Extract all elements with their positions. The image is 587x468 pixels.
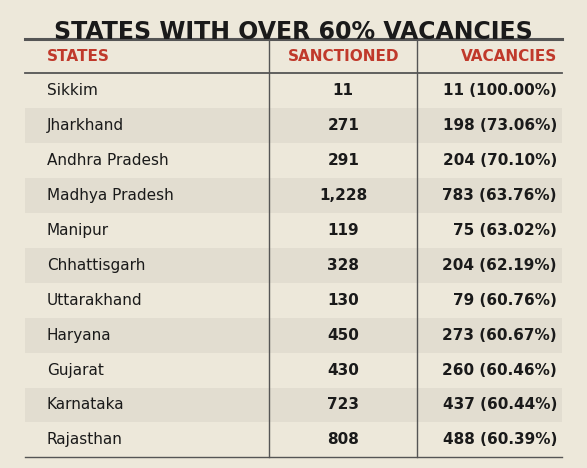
Bar	[25, 38, 562, 73]
Text: VACANCIES: VACANCIES	[461, 49, 557, 64]
Bar	[25, 423, 562, 457]
Text: 450: 450	[328, 328, 359, 343]
Text: 11: 11	[333, 83, 354, 98]
Text: SANCTIONED: SANCTIONED	[288, 49, 399, 64]
Text: 79 (60.76%): 79 (60.76%)	[453, 293, 557, 308]
Text: 204 (62.19%): 204 (62.19%)	[443, 258, 557, 273]
Text: STATES: STATES	[47, 49, 110, 64]
Text: 119: 119	[328, 223, 359, 238]
Text: Karnataka: Karnataka	[47, 397, 124, 412]
Bar	[25, 73, 562, 109]
Bar	[25, 318, 562, 352]
Text: 260 (60.46%): 260 (60.46%)	[442, 363, 557, 378]
Bar	[25, 388, 562, 423]
Text: 291: 291	[328, 153, 359, 168]
Text: Andhra Pradesh: Andhra Pradesh	[47, 153, 168, 168]
Text: 437 (60.44%): 437 (60.44%)	[443, 397, 557, 412]
Text: Jharkhand: Jharkhand	[47, 118, 124, 133]
Text: 808: 808	[328, 432, 359, 447]
Text: Sikkim: Sikkim	[47, 83, 98, 98]
Text: 75 (63.02%): 75 (63.02%)	[453, 223, 557, 238]
Bar	[25, 109, 562, 143]
Bar	[25, 283, 562, 318]
Text: Chhattisgarh: Chhattisgarh	[47, 258, 146, 273]
Bar	[25, 248, 562, 283]
Text: STATES WITH OVER 60% VACANCIES: STATES WITH OVER 60% VACANCIES	[54, 20, 533, 44]
Text: Madhya Pradesh: Madhya Pradesh	[47, 188, 174, 203]
Text: 723: 723	[328, 397, 359, 412]
Text: Rajasthan: Rajasthan	[47, 432, 123, 447]
Text: 783 (63.76%): 783 (63.76%)	[443, 188, 557, 203]
Bar	[25, 143, 562, 178]
Bar	[25, 178, 562, 213]
Text: 328: 328	[328, 258, 359, 273]
Text: 204 (70.10%): 204 (70.10%)	[443, 153, 557, 168]
Text: Manipur: Manipur	[47, 223, 109, 238]
Text: 1,228: 1,228	[319, 188, 367, 203]
Text: 130: 130	[328, 293, 359, 308]
Text: Haryana: Haryana	[47, 328, 112, 343]
Text: Uttarakhand: Uttarakhand	[47, 293, 143, 308]
Text: 273 (60.67%): 273 (60.67%)	[442, 328, 557, 343]
Text: 271: 271	[328, 118, 359, 133]
Text: 488 (60.39%): 488 (60.39%)	[443, 432, 557, 447]
Text: 198 (73.06%): 198 (73.06%)	[443, 118, 557, 133]
Bar	[25, 213, 562, 248]
Text: Gujarat: Gujarat	[47, 363, 104, 378]
Text: 430: 430	[328, 363, 359, 378]
Text: 11 (100.00%): 11 (100.00%)	[443, 83, 557, 98]
Bar	[25, 352, 562, 388]
